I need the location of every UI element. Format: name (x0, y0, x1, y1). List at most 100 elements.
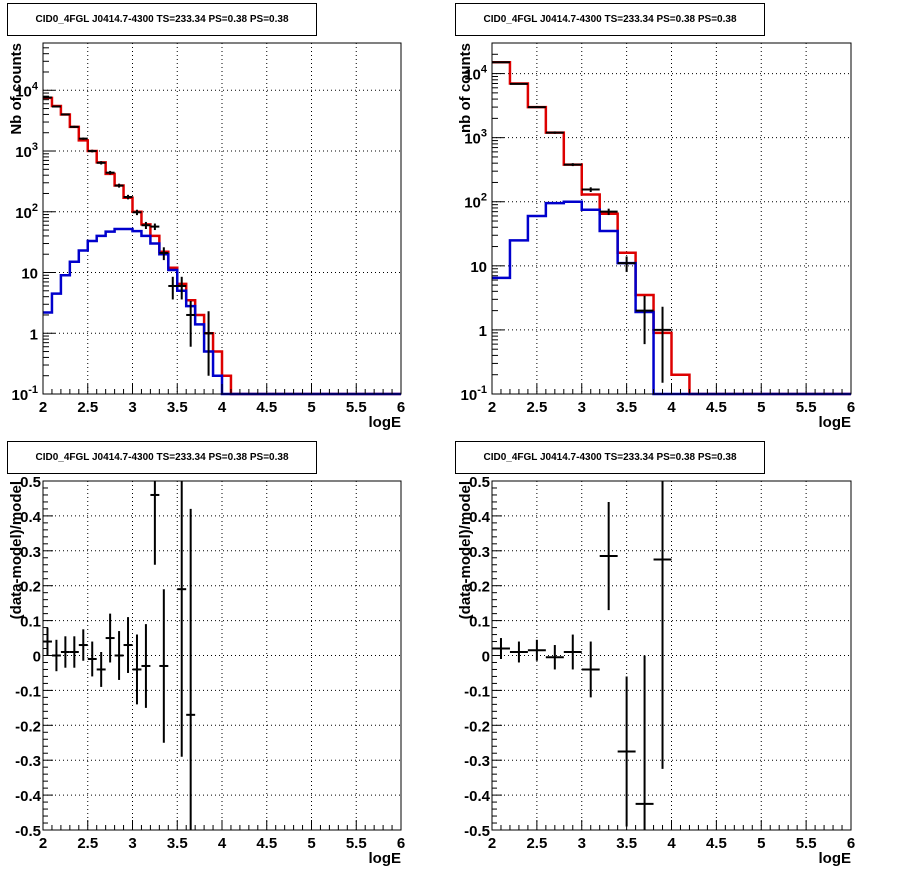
y-tick-label: -0.1 (15, 683, 41, 700)
y-tick-label: 1 (479, 323, 487, 340)
x-tick-label: 4.5 (256, 399, 277, 416)
x-tick-label: 2.5 (526, 835, 547, 852)
y-tick-label: 0 (482, 649, 490, 666)
x-tick-label: 5.5 (346, 835, 367, 852)
y-tick-label: 0.2 (469, 579, 490, 596)
x-axis-ticks (42, 384, 402, 394)
data-point (617, 256, 636, 273)
x-tick-label: 3.5 (167, 399, 188, 416)
data-point (132, 634, 142, 705)
model-total-histogram (43, 96, 401, 396)
y-tick-label: 102 (464, 192, 487, 212)
data-point (509, 82, 528, 85)
data-point (96, 652, 106, 687)
data-point (635, 295, 654, 345)
y-tick-label: 10 (21, 266, 38, 283)
data-point (617, 676, 636, 827)
x-axis-title: logE (369, 850, 402, 867)
data-point (123, 194, 133, 200)
x-tick-label: 6 (847, 835, 855, 852)
y-tick-label: 0.5 (469, 474, 490, 491)
y-tick-label: 1 (30, 326, 38, 343)
grid (43, 481, 401, 830)
data-point (186, 508, 196, 830)
data-point (43, 96, 52, 99)
y-tick-label: 102 (15, 202, 38, 222)
data-point (653, 481, 672, 769)
data-point (87, 149, 97, 153)
x-tick-label: 5.5 (796, 399, 817, 416)
x-axis-ticks (491, 384, 852, 394)
y-tick-label: 103 (15, 141, 38, 161)
data-point (599, 501, 618, 611)
y-tick-label: -0.3 (464, 753, 490, 770)
x-tick-label: 2 (488, 835, 496, 852)
x-axis-title: logE (819, 850, 852, 867)
x-axis-ticks (491, 820, 852, 830)
x-tick-label: 5 (307, 399, 315, 416)
data-point (60, 636, 70, 668)
y-tick-label: -0.5 (464, 823, 490, 840)
y-tick-label: 10 (470, 259, 487, 276)
x-tick-label: 4 (218, 399, 227, 416)
data-point (204, 311, 214, 376)
data-point (527, 106, 546, 109)
data-point (51, 105, 61, 108)
x-tick-label: 2.5 (77, 399, 98, 416)
data-point (105, 613, 115, 663)
x-tick-label: 6 (397, 399, 405, 416)
x-tick-label: 4.5 (256, 835, 277, 852)
counts-panel-right: 2 2.5 3 3.5 4 4.5 5 5.5 6 10-1 1 10 102 103 104 logE nb … (457, 42, 855, 431)
plot-title-residuals-right: CID0_4FGL J0414.7-4300 TS=233.34 PS=0.38… (455, 441, 765, 474)
data-point (177, 481, 187, 757)
y-axis-ticks (492, 42, 504, 395)
y-axis-ticks (492, 480, 502, 831)
y-tick-label: 10-1 (461, 384, 487, 404)
x-tick-label: 5 (307, 835, 315, 852)
x-tick-label: 3 (578, 835, 586, 852)
x-tick-label: 3.5 (616, 399, 637, 416)
data-point (545, 645, 564, 670)
data-point (105, 170, 115, 175)
data-point (563, 634, 582, 670)
y-axis-title: (data-model)/model (457, 481, 474, 619)
data-point (563, 163, 582, 167)
x-tick-label: 6 (847, 399, 855, 416)
y-tick-label: -0.2 (464, 718, 490, 735)
y-tick-label: -0.1 (464, 683, 490, 700)
x-axis-title: logE (369, 414, 402, 431)
x-tick-label: 5 (757, 399, 765, 416)
plot-title-counts-left: CID0_4FGL J0414.7-4300 TS=233.34 PS=0.38… (7, 3, 317, 36)
y-tick-label: -0.3 (15, 753, 41, 770)
x-tick-label: 4 (218, 835, 227, 852)
y-tick-label: 0.5 (20, 474, 41, 491)
x-tick-label: 4.5 (706, 835, 727, 852)
grid (43, 43, 401, 394)
y-axis-title: nb of counts (457, 43, 474, 133)
x-tick-label: 6 (397, 835, 405, 852)
y-tick-label: 0.2 (20, 579, 41, 596)
x-tick-label: 2 (39, 399, 47, 416)
x-tick-label: 3.5 (616, 835, 637, 852)
y-tick-label: 104 (15, 80, 39, 100)
data-point (141, 624, 151, 708)
x-tick-label: 5.5 (796, 835, 817, 852)
data-point (177, 276, 187, 300)
y-tick-label: 10-1 (12, 384, 38, 404)
data-point (51, 639, 61, 672)
x-tick-label: 3.5 (167, 835, 188, 852)
data-point (123, 617, 133, 673)
y-axis-ticks (43, 480, 53, 831)
data-point (159, 247, 169, 261)
data-point (69, 125, 79, 128)
x-tick-label: 2.5 (77, 835, 98, 852)
y-tick-label: 0.3 (20, 544, 41, 561)
data-point (150, 223, 160, 231)
data-point (581, 641, 600, 698)
data-point (581, 187, 600, 192)
data-point (159, 589, 169, 743)
data-point (527, 639, 546, 661)
data-point (78, 629, 88, 661)
x-tick-label: 3 (578, 399, 586, 416)
